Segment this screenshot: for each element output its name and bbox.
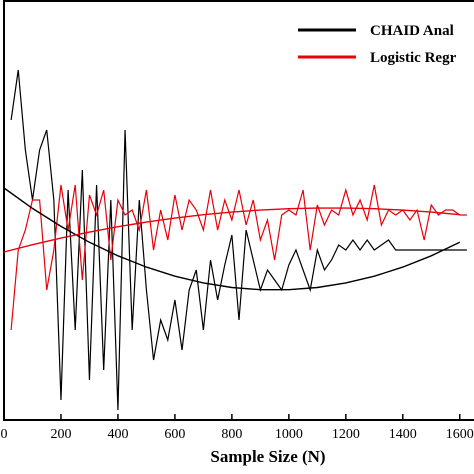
series-line [10,184,467,331]
series-line [3,187,461,291]
x-tick-label: 800 [221,427,242,442]
x-tick-label: 600 [164,427,185,442]
x-axis-label: Sample Size (N) [210,447,325,466]
x-tick-label: 1200 [332,427,360,442]
x-tick-label: 400 [107,427,128,442]
series-line [3,207,460,253]
x-tick-label: 0 [1,427,8,442]
legend-label: CHAID Anal [370,23,454,39]
x-tick-label: 200 [50,427,71,442]
x-tick-label: 1600 [446,427,474,442]
x-tick-label: 1000 [275,427,303,442]
x-tick-label: 1400 [389,427,417,442]
series-line [10,69,467,411]
legend-label: Logistic Regr [370,50,457,66]
